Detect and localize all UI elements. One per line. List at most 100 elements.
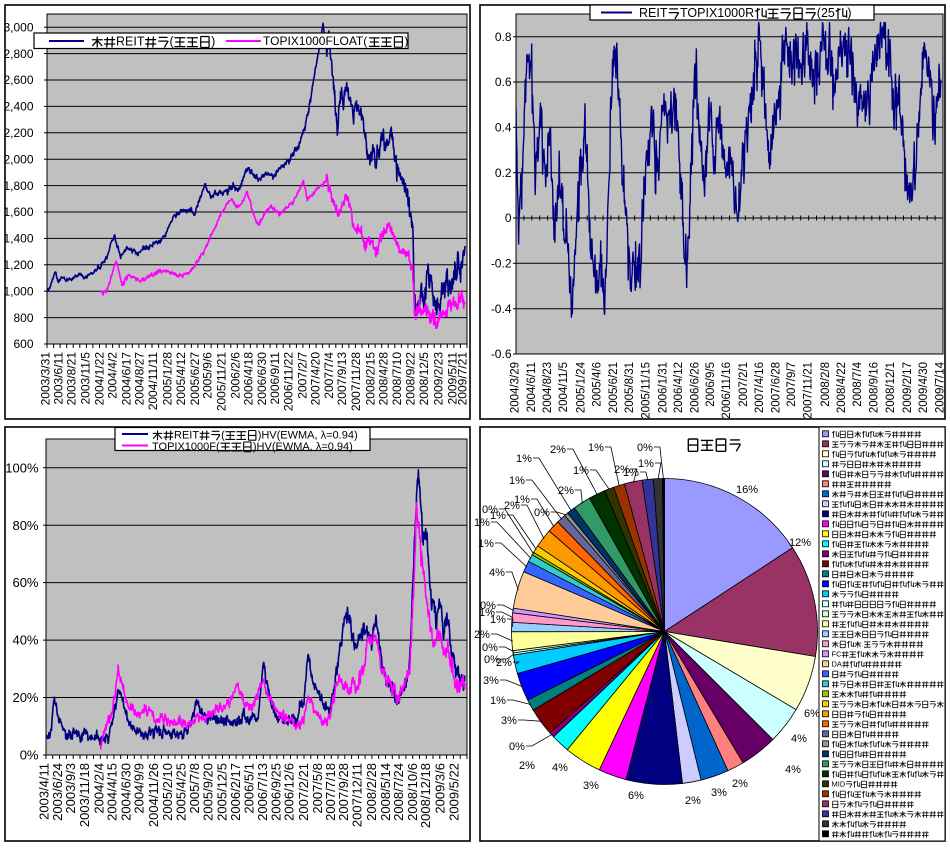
svg-text:2007/9/7: 2007/9/7 [786, 362, 798, 407]
svg-text:FC: FC [832, 649, 843, 658]
svg-text:2005/9/20: 2005/9/20 [201, 763, 216, 821]
svg-text:0%: 0% [637, 442, 653, 454]
svg-text:0%: 0% [20, 748, 39, 763]
svg-text:80%: 80% [12, 518, 38, 533]
svg-text:0%: 0% [509, 741, 525, 753]
svg-text:0%: 0% [482, 642, 498, 654]
svg-text:2007/2/7: 2007/2/7 [295, 352, 309, 399]
svg-text:1,800: 1,800 [3, 179, 33, 193]
svg-text:2006/11/16: 2006/11/16 [721, 362, 733, 419]
svg-text:REIT: REIT [116, 34, 145, 48]
svg-text:1,400: 1,400 [3, 232, 33, 246]
svg-text:2007/4/20: 2007/4/20 [309, 352, 323, 406]
svg-text:0.2: 0.2 [495, 166, 512, 180]
svg-text:2,400: 2,400 [3, 100, 33, 114]
svg-text:2009/7/21: 2009/7/21 [456, 352, 470, 406]
svg-text:16%: 16% [736, 484, 758, 496]
svg-text:): ) [211, 34, 215, 48]
svg-text:0%: 0% [484, 654, 500, 666]
svg-text:2006/6/30: 2006/6/30 [255, 352, 269, 406]
svg-text:2006/9/25: 2006/9/25 [269, 763, 284, 821]
svg-text:2,600: 2,600 [3, 73, 33, 87]
svg-text:2006/2/17: 2006/2/17 [228, 763, 243, 821]
svg-text:2006/4/18: 2006/4/18 [242, 352, 256, 406]
svg-text:3%: 3% [583, 780, 599, 792]
svg-text:2008/5/14: 2008/5/14 [378, 763, 393, 821]
svg-text:2%: 2% [614, 464, 630, 476]
svg-text:2006/7/13: 2006/7/13 [255, 763, 270, 821]
svg-text:2009/7/14: 2009/7/14 [935, 361, 947, 413]
svg-text:2008/9/22: 2008/9/22 [403, 352, 417, 406]
svg-text:TOPIX1000FLOAT(: TOPIX1000FLOAT( [263, 34, 367, 48]
svg-text:0%: 0% [480, 600, 496, 612]
svg-text:2009/4/30: 2009/4/30 [918, 362, 930, 413]
svg-text:2003/8/21: 2003/8/21 [65, 352, 79, 406]
svg-text:1%: 1% [479, 607, 495, 619]
svg-text:2007/9/13: 2007/9/13 [335, 352, 349, 406]
svg-text:2,800: 2,800 [3, 47, 33, 61]
svg-text:0%: 0% [482, 504, 498, 516]
svg-text:2009/2/23: 2009/2/23 [432, 352, 446, 406]
svg-text:2,000: 2,000 [3, 152, 33, 166]
svg-text:2009/2/17: 2009/2/17 [902, 362, 914, 413]
svg-text:2%: 2% [474, 629, 490, 641]
svg-text:2004/8/27: 2004/8/27 [132, 352, 146, 406]
svg-text:2004/6/11: 2004/6/11 [526, 362, 538, 412]
svg-text:1,600: 1,600 [3, 205, 33, 219]
svg-text:2008/10/6: 2008/10/6 [405, 763, 420, 821]
svg-text:(: ( [221, 429, 225, 441]
svg-text:3%: 3% [483, 675, 499, 687]
svg-text:2007/2/21: 2007/2/21 [296, 763, 311, 821]
svg-text:MID: MID [832, 779, 846, 788]
svg-text:2007/2/1: 2007/2/1 [738, 362, 750, 407]
svg-text:2006/11/22: 2006/11/22 [281, 352, 295, 411]
svg-text:4%: 4% [552, 762, 568, 774]
svg-text:1%: 1% [514, 494, 530, 506]
svg-text:2005/4/12: 2005/4/12 [174, 352, 188, 406]
svg-text:REIT: REIT [639, 6, 668, 20]
svg-text:2009/5/11: 2009/5/11 [446, 352, 460, 405]
svg-text:2007/11/21: 2007/11/21 [802, 362, 814, 419]
svg-text:2007/9/28: 2007/9/28 [336, 763, 351, 821]
svg-text:2004/9/9: 2004/9/9 [132, 763, 147, 814]
svg-text:(: ( [170, 34, 175, 48]
svg-text:600: 600 [13, 337, 33, 351]
svg-text:1%: 1% [623, 467, 639, 479]
svg-text:2007/5/8: 2007/5/8 [310, 763, 325, 814]
svg-text:2006/6/26: 2006/6/26 [690, 362, 702, 413]
svg-text:DA: DA [832, 659, 842, 668]
svg-text:1%: 1% [588, 442, 604, 454]
svg-text:0.6: 0.6 [495, 75, 512, 89]
svg-text:2003/11/18: 2003/11/18 [77, 763, 92, 827]
svg-text:)HV(EWMA, λ=0.94): )HV(EWMA, λ=0.94) [258, 429, 358, 441]
svg-text:4%: 4% [791, 733, 807, 745]
svg-text:2004/2/4: 2004/2/4 [91, 763, 106, 814]
svg-text:1%: 1% [509, 475, 525, 487]
svg-text:100%: 100% [5, 460, 39, 475]
svg-text:1%: 1% [490, 510, 506, 522]
svg-text:0.4: 0.4 [495, 121, 512, 135]
svg-text:0%: 0% [534, 507, 550, 519]
svg-text:2004/4/15: 2004/4/15 [105, 763, 120, 821]
svg-text:2008/7/24: 2008/7/24 [391, 763, 406, 821]
svg-text:4%: 4% [785, 764, 801, 776]
svg-text:2,200: 2,200 [3, 126, 33, 140]
svg-text:3,000: 3,000 [3, 20, 33, 34]
svg-text:2008/12/5: 2008/12/5 [417, 352, 431, 406]
svg-text:2005/7/8: 2005/7/8 [187, 763, 202, 814]
svg-text:2009/3/6: 2009/3/6 [433, 763, 448, 814]
svg-text:2004/8/23: 2004/8/23 [542, 362, 554, 413]
svg-text:2007/7/4: 2007/7/4 [322, 352, 336, 399]
svg-text:2007/11/28: 2007/11/28 [349, 352, 363, 411]
svg-text:2007/6/28: 2007/6/28 [770, 362, 782, 413]
svg-text:2005/6/21: 2005/6/21 [608, 362, 620, 413]
svg-text:2005/2/10: 2005/2/10 [160, 763, 175, 821]
svg-text:2008/2/28: 2008/2/28 [364, 763, 379, 821]
svg-text:2004/1/22: 2004/1/22 [93, 352, 107, 406]
svg-text:): ) [404, 34, 408, 48]
svg-text:2005/4/25: 2005/4/25 [173, 763, 188, 821]
svg-text:2005/1/24: 2005/1/24 [576, 361, 588, 413]
svg-text:(25: (25 [817, 6, 835, 20]
svg-text:2004/4/2: 2004/4/2 [106, 352, 120, 399]
svg-text:2005/11/21: 2005/11/21 [215, 352, 229, 411]
